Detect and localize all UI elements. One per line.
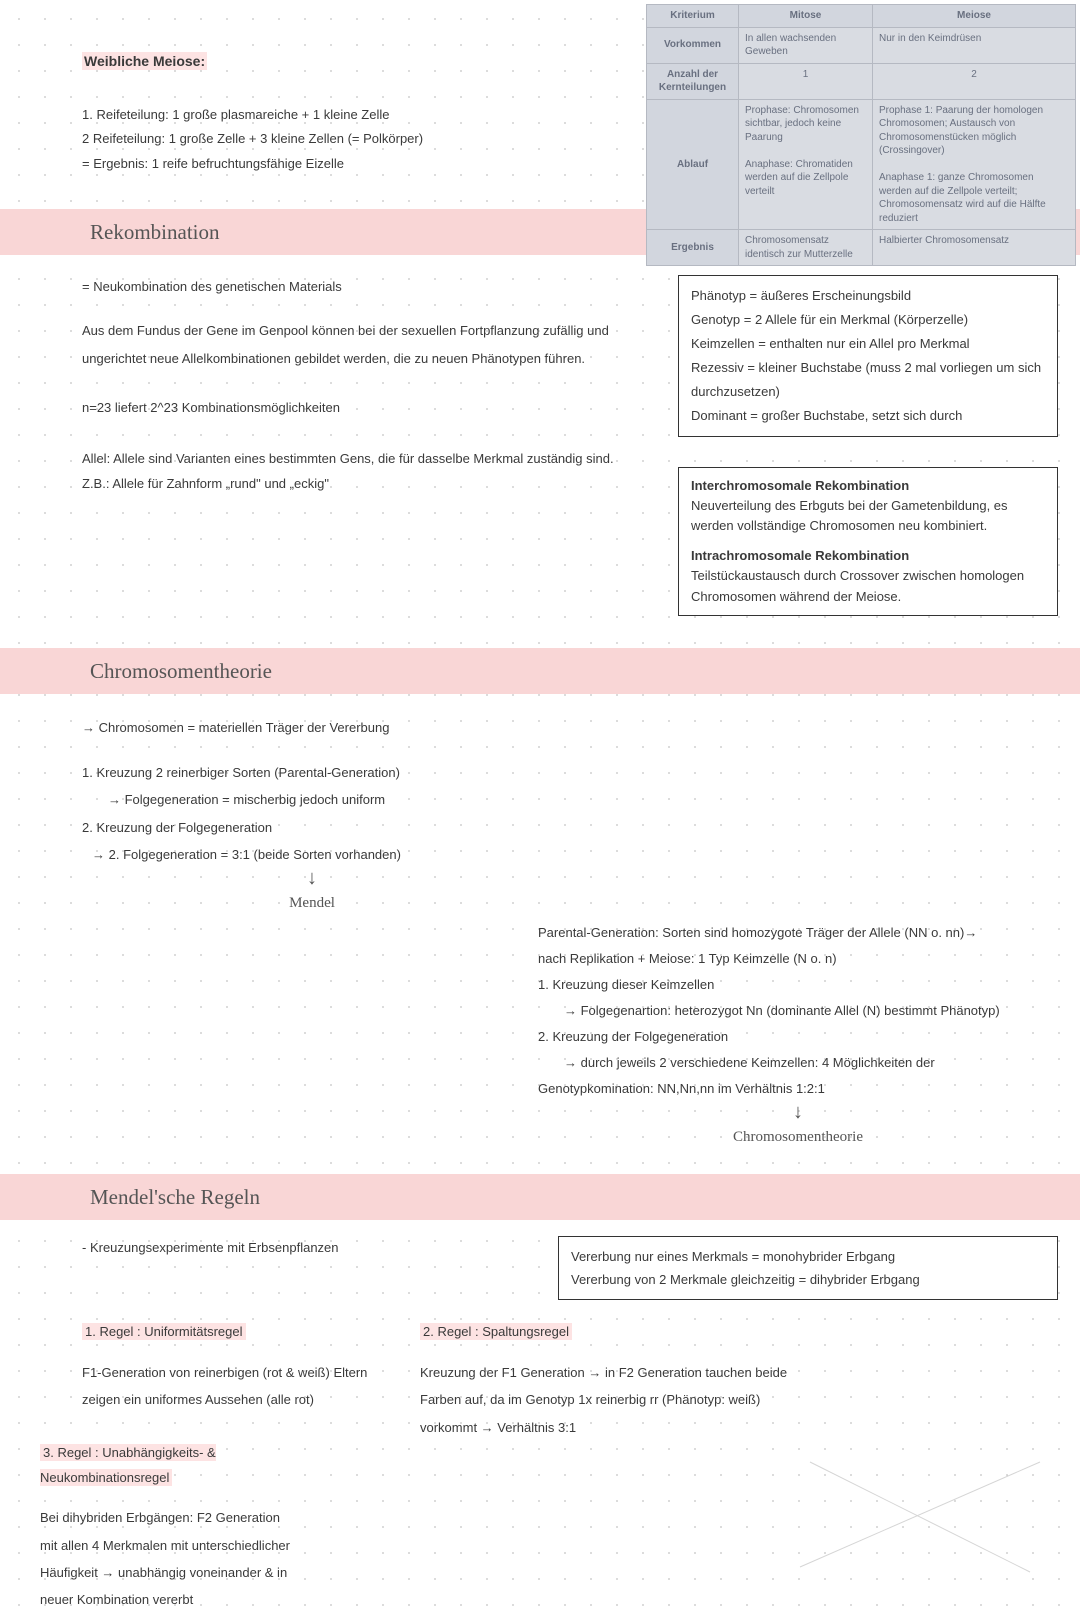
chromo-label: Chromosomentheorie — [538, 1122, 1058, 1152]
defs-box: Phänotyp = äußeres Erscheinungsbild Geno… — [678, 275, 1058, 437]
row-anzahl-me: 2 — [873, 63, 1076, 99]
row-vorkommen-me: Nur in den Keimdrüsen — [873, 27, 1076, 63]
chromo-r4: → Folgegenartion: heterozygot Nn (domina… — [538, 998, 1058, 1024]
chromo-l2: 1. Kreuzung 2 reinerbiger Sorten (Parent… — [82, 759, 542, 786]
arrow-down-right: ↓ — [538, 1102, 1058, 1122]
mendel-intro: - Kreuzungsexperimente mit Erbsenpflanze… — [82, 1236, 502, 1261]
mitose-meiose-table: Kriterium Mitose Meiose Vorkommen In all… — [646, 4, 1076, 266]
rule3-title: 3. Regel : Unabhängigkeits- & Neukombina… — [40, 1444, 216, 1486]
chromo-r1: Parental-Generation: Sorten sind homozyg… — [538, 920, 1058, 946]
box1-l4: Rezessiv = kleiner Buchstabe (muss 2 mal… — [691, 356, 1045, 404]
rekomb-allel1: Allel: Allele sind Varianten eines besti… — [82, 445, 642, 472]
row-vorkommen-m: In allen wachsenden Geweben — [739, 27, 873, 63]
mendel-box-wrap: Vererbung nur eines Merkmals = monohybri… — [558, 1236, 1058, 1301]
chromo-r2: nach Replikation + Meiose: 1 Typ Keimzel… — [538, 946, 1058, 972]
rule3-col: 3. Regel : Unabhängigkeits- & Neukombina… — [40, 1441, 300, 1614]
rule3-text: Bei dihybriden Erbgängen: F2 Generation … — [40, 1504, 300, 1613]
row-ablauf-me: Prophase 1: Paarung der homologen Chromo… — [873, 99, 1076, 230]
mendel-label: Mendel — [82, 888, 542, 920]
rekomb-para: Aus dem Fundus der Gene im Genpool könne… — [82, 317, 642, 372]
box2-p2: Teilstückaustausch durch Crossover zwisc… — [691, 566, 1045, 606]
rule1-text: F1-Generation von reinerbigen (rot & wei… — [82, 1359, 402, 1414]
row-vorkommen-k: Vorkommen — [647, 27, 739, 63]
chromo-r7: Genotypkomination: NN,Nn,nn im Verhältni… — [538, 1076, 1058, 1102]
mendel-box-b1: Vererbung nur eines Merkmals = monohybri… — [571, 1245, 1045, 1268]
meiose-title: Weibliche Meiose: — [82, 52, 207, 70]
rekomb-allel2: Z.B.: Allele für Zahnform „rund" und „ec… — [82, 472, 642, 497]
mendel-title: Mendel'sche Regeln — [0, 1174, 1080, 1220]
mendel-box-b2: Vererbung von 2 Merkmale gleichzeitig = … — [571, 1268, 1045, 1291]
row-ablauf-k: Ablauf — [647, 99, 739, 230]
row-ablauf-m: Prophase: Chromosomen sichtbar, jedoch k… — [739, 99, 873, 230]
th-kriterium: Kriterium — [647, 5, 739, 28]
chromo-right: Parental-Generation: Sorten sind homozyg… — [538, 920, 1058, 1152]
box2-p1: Neuverteilung des Erbguts bei der Gamete… — [691, 496, 1045, 536]
meiose-line1: 1. Reifeteilung: 1 große plasmareiche + … — [82, 103, 598, 128]
rekomb-left: = Neukombination des genetischen Materia… — [82, 275, 642, 497]
chromo-l1: → Chromosomen = materiellen Träger der V… — [82, 714, 542, 741]
chromo-r6: → durch jeweils 2 verschiedene Keimzelle… — [538, 1050, 1058, 1076]
box2-t1: Interchromosomale Rekombination — [691, 476, 1045, 496]
rule1-col: 1. Regel : Uniformitätsregel F1-Generati… — [82, 1320, 402, 1413]
meiose-line2: 2 Reifeteilung: 1 große Zelle + 3 kleine… — [82, 127, 598, 152]
chromo-r3: 1. Kreuzung dieser Keimzellen — [538, 972, 1058, 998]
row-anzahl-m: 1 — [739, 63, 873, 99]
rule2-text: Kreuzung der F1 Generation → in F2 Gener… — [420, 1359, 790, 1441]
rule2-col: 2. Regel : Spaltungsregel Kreuzung der F… — [420, 1320, 790, 1441]
box1-l5: Dominant = großer Buchstabe, setzt sich … — [691, 404, 1045, 428]
meiose-line3: = Ergebnis: 1 reife befruchtungsfähige E… — [82, 152, 598, 177]
box1-l1: Phänotyp = äußeres Erscheinungsbild — [691, 284, 1045, 308]
rekomb-n23: n=23 liefert 2^23 Kombinationsmöglichkei… — [82, 396, 642, 421]
arrow-down-left: ↓ — [82, 868, 542, 888]
chromo-r5: 2. Kreuzung der Folgegeneration — [538, 1024, 1058, 1050]
chromo-l3: → Folgegeneration = mischerbig jedoch un… — [82, 786, 542, 813]
meiose-block: Weibliche Meiose: 1. Reifeteilung: 1 gro… — [0, 0, 620, 181]
th-mitose: Mitose — [739, 5, 873, 28]
chromo-l4: 2. Kreuzung der Folgegeneration — [82, 814, 542, 841]
rule1-title: 1. Regel : Uniformitätsregel — [82, 1323, 246, 1340]
box1-l3: Keimzellen = enthalten nur ein Allel pro… — [691, 332, 1045, 356]
rekomb-def: = Neukombination des genetischen Materia… — [82, 275, 642, 300]
rekomb-right: Phänotyp = äußeres Erscheinungsbild Geno… — [678, 275, 1058, 616]
th-meiose: Meiose — [873, 5, 1076, 28]
chromo-title: Chromosomentheorie — [0, 648, 1080, 694]
erbgang-box: Vererbung nur eines Merkmals = monohybri… — [558, 1236, 1058, 1301]
rule2-title: 2. Regel : Spaltungsregel — [420, 1323, 572, 1340]
page: Kriterium Mitose Meiose Vorkommen In all… — [0, 0, 1080, 1617]
chromo-l5: → 2. Folgegeneration = 3:1 (beide Sorten… — [82, 841, 542, 868]
row-anzahl-k: Anzahl der Kernteilungen — [647, 63, 739, 99]
rekomb-types-box: Interchromosomale Rekombination Neuverte… — [678, 467, 1058, 616]
chromo-left: → Chromosomen = materiellen Träger der V… — [82, 714, 542, 920]
box2-t2: Intrachromosomale Rekombination — [691, 546, 1045, 566]
box1-l2: Genotyp = 2 Allele für ein Merkmal (Körp… — [691, 308, 1045, 332]
mendel-intro-block: - Kreuzungsexperimente mit Erbsenpflanze… — [82, 1236, 502, 1261]
